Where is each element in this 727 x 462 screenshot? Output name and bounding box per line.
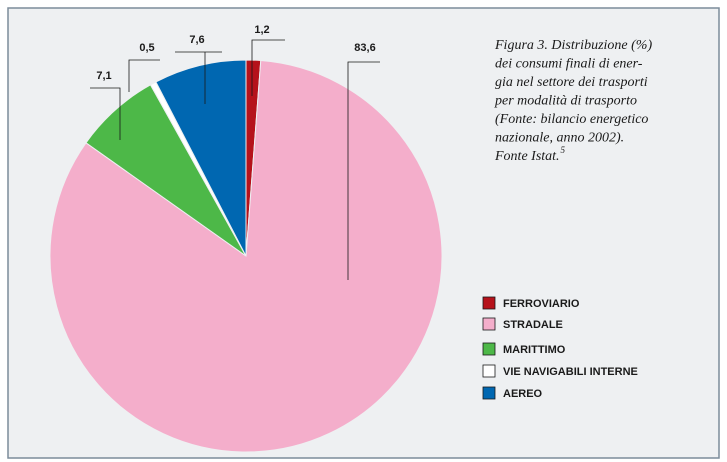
data-label: 1,2 bbox=[254, 24, 269, 36]
caption-line: gia nel settore dei trasporti bbox=[495, 75, 648, 90]
caption-line: (Fonte: bilancio energetico bbox=[495, 112, 648, 127]
caption-line: per modalità di trasporto bbox=[494, 94, 637, 109]
caption-line: dei consumi finali di ener- bbox=[495, 57, 643, 72]
legend-swatch bbox=[482, 342, 496, 356]
caption-line: Fonte Istat. bbox=[494, 149, 560, 164]
caption-note: 5 bbox=[561, 145, 566, 155]
leader-line bbox=[347, 61, 380, 280]
legend-swatch bbox=[482, 296, 496, 310]
leader-line bbox=[128, 59, 160, 92]
caption: Figura 3. Distribuzione (%) dei consumi f… bbox=[494, 38, 652, 164]
caption-line: nazionale, anno 2002). bbox=[495, 131, 624, 146]
data-label: 7,6 bbox=[189, 34, 204, 46]
leader-line bbox=[175, 51, 222, 104]
data-label: 7,1 bbox=[96, 70, 111, 82]
leader-line bbox=[90, 87, 121, 140]
legend-label: STRADALE bbox=[503, 319, 563, 331]
data-label: 83,6 bbox=[354, 42, 375, 54]
caption-line: Figura 3. Distribuzione (%) bbox=[494, 38, 652, 53]
legend-label: MARITTIMO bbox=[503, 344, 566, 356]
legend-swatch bbox=[482, 317, 496, 331]
pie-slice bbox=[155, 59, 247, 257]
data-label: 0,5 bbox=[139, 42, 154, 54]
legend-swatch bbox=[482, 364, 496, 378]
legend-swatch bbox=[482, 386, 496, 400]
leader-line bbox=[251, 39, 285, 96]
legend-label: AEREO bbox=[503, 388, 543, 400]
legend-label: VIE NAVIGABILI INTERNE bbox=[503, 366, 638, 378]
pie-slice bbox=[49, 60, 443, 453]
legend-label: FERROVIARIO bbox=[503, 298, 580, 310]
